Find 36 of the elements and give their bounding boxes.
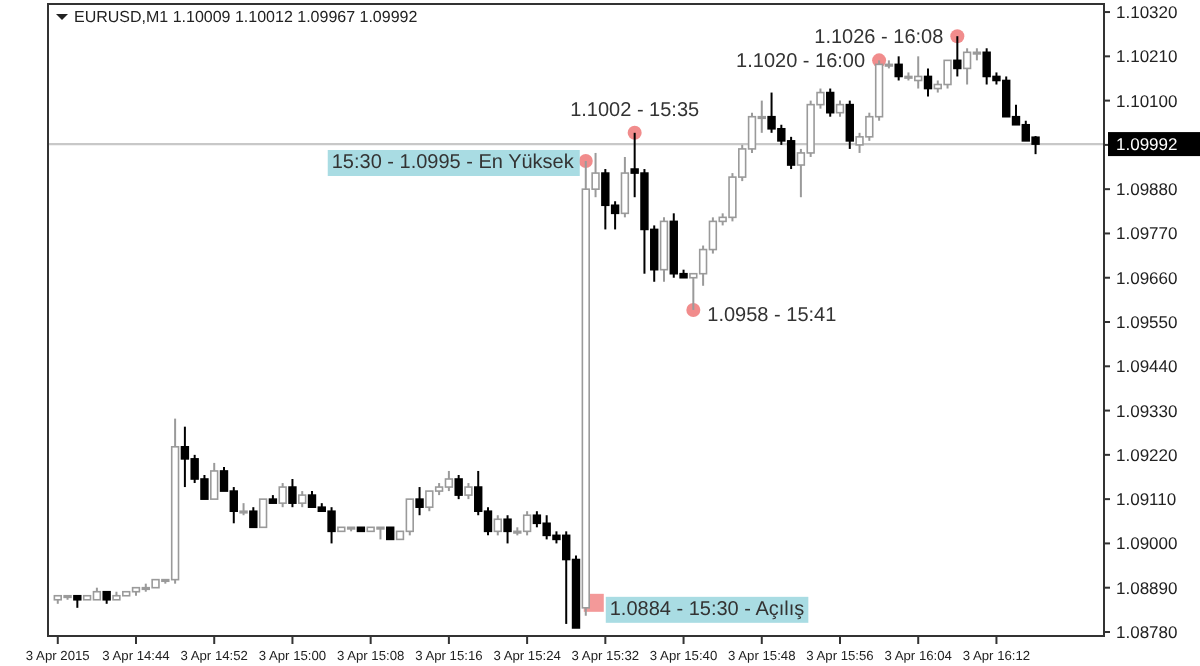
y-tick-label: 1.10320: [1116, 2, 1178, 22]
annotation: 15:30 - 1.0995 - En Yüksek: [331, 151, 576, 174]
candlestick: [249, 506, 258, 529]
ref-line-label: 1.09992: [1116, 134, 1178, 155]
candlestick: [826, 87, 835, 118]
candlestick: [923, 67, 933, 98]
candlestick: [288, 478, 297, 509]
candlestick: [454, 473, 463, 501]
y-tick-label: 1.09110: [1116, 489, 1177, 510]
candlestick: [258, 498, 268, 529]
y-tick-label: 1.10210: [1116, 46, 1178, 67]
y-tick-label: 1.09550: [1116, 311, 1178, 332]
annotation: 1.0958 - 15:41: [707, 304, 838, 327]
annotation: 1.1002 - 15:35: [570, 99, 701, 122]
annotation: 1.1020 - 16:00: [736, 51, 866, 74]
candlestick: [845, 99, 854, 150]
y-tick-label: 1.08890: [1116, 577, 1178, 598]
annotation: 1.1026 - 16:08: [814, 27, 945, 50]
y-tick-label: 1.09000: [1116, 533, 1178, 554]
y-tick-label: 1.09440: [1116, 356, 1178, 377]
y-tick-label: 1.09880: [1116, 179, 1178, 200]
y-tick-label: 1.09330: [1116, 400, 1178, 421]
y-tick-label: 1.08780: [1116, 621, 1178, 642]
y-tick-label: 1.09660: [1116, 267, 1178, 288]
candlestick: [210, 461, 219, 501]
candlestick: [894, 55, 903, 82]
y-tick-label: 1.10100: [1116, 90, 1178, 111]
candlestick: [620, 155, 630, 219]
y-tick-label: 1.09770: [1116, 223, 1178, 244]
candlestick: [493, 514, 502, 537]
chart-title: EURUSD,M1 1.10009 1.10012 1.09967 1.09992: [74, 8, 419, 26]
annotation: 1.0884 - 15:30 - Açılış: [609, 598, 805, 621]
candlestick: [503, 514, 512, 545]
y-tick-label: 1.09220: [1116, 444, 1178, 465]
candlestick: [415, 486, 424, 517]
candlestick: [278, 482, 287, 509]
